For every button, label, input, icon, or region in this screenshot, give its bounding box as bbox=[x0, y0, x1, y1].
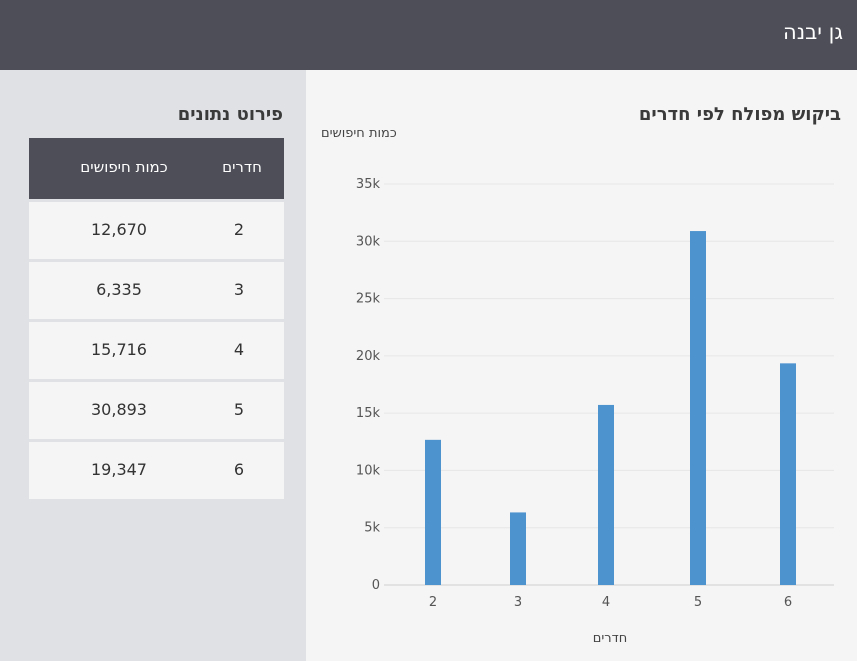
table-row: 5 30,893 bbox=[29, 382, 284, 439]
cell-rooms: 2 bbox=[233, 220, 245, 239]
x-tick-label: 6 bbox=[784, 595, 792, 610]
column-header-searches: כמות חיפושים bbox=[80, 158, 168, 176]
bar-rooms-5[interactable] bbox=[690, 231, 706, 585]
table-row: 2 12,670 bbox=[29, 202, 284, 259]
x-tick-label: 3 bbox=[514, 595, 522, 610]
cell-searches: 19,347 bbox=[91, 460, 147, 479]
cell-searches: 30,893 bbox=[91, 400, 147, 419]
table-row: 4 15,716 bbox=[29, 322, 284, 379]
cell-searches: 6,335 bbox=[96, 280, 142, 299]
y-tick-label: 10k bbox=[356, 463, 381, 478]
y-tick-label: 25k bbox=[356, 292, 381, 307]
cell-searches: 12,670 bbox=[91, 220, 147, 239]
cell-rooms: 5 bbox=[233, 400, 245, 419]
bar-rooms-3[interactable] bbox=[510, 512, 526, 585]
table-row: 6 19,347 bbox=[29, 442, 284, 499]
table-row: 3 6,335 bbox=[29, 262, 284, 319]
y-tick-label: 20k bbox=[356, 349, 381, 364]
y-tick-label: 30k bbox=[356, 234, 381, 249]
data-details-panel: פירוט נתונים חדרים כמות חיפושים 2 12,670… bbox=[0, 70, 306, 661]
bar-rooms-2[interactable] bbox=[425, 439, 441, 585]
chart-panel: ביקוש מפולח לפי חדרים כמות חיפושים חדרים… bbox=[306, 70, 857, 661]
y-tick-label: 0 bbox=[372, 578, 380, 593]
y-axis-label: כמות חיפושים bbox=[321, 126, 397, 141]
y-tick-label: 15k bbox=[356, 406, 381, 421]
x-tick-label: 4 bbox=[602, 595, 610, 610]
x-tick-label: 2 bbox=[429, 595, 437, 610]
bar-chart: כמות חיפושים חדרים 0 5k 10k 15k 20k 25k 30k 35k… bbox=[321, 126, 834, 646]
bar-rooms-4[interactable] bbox=[598, 404, 614, 585]
cell-searches: 15,716 bbox=[91, 340, 147, 359]
y-tick-label: 35k bbox=[356, 177, 381, 192]
column-header-rooms: חדרים bbox=[222, 158, 262, 176]
table-header: חדרים כמות חיפושים bbox=[29, 138, 284, 199]
data-details-title: פירוט נתונים bbox=[177, 104, 283, 125]
x-axis-label: חדרים bbox=[593, 631, 627, 646]
app-header: גן יבנה bbox=[0, 0, 857, 70]
x-tick-label: 5 bbox=[694, 595, 702, 610]
cell-rooms: 4 bbox=[233, 340, 245, 359]
cell-rooms: 6 bbox=[233, 460, 245, 479]
chart-title: ביקוש מפולח לפי חדרים bbox=[638, 104, 841, 125]
cell-rooms: 3 bbox=[233, 280, 245, 299]
bar-rooms-6[interactable] bbox=[780, 363, 796, 585]
data-table: חדרים כמות חיפושים 2 12,670 3 6,335 4 15… bbox=[29, 138, 284, 499]
y-tick-label: 5k bbox=[364, 521, 380, 536]
page-title: גן יבנה bbox=[782, 20, 843, 44]
